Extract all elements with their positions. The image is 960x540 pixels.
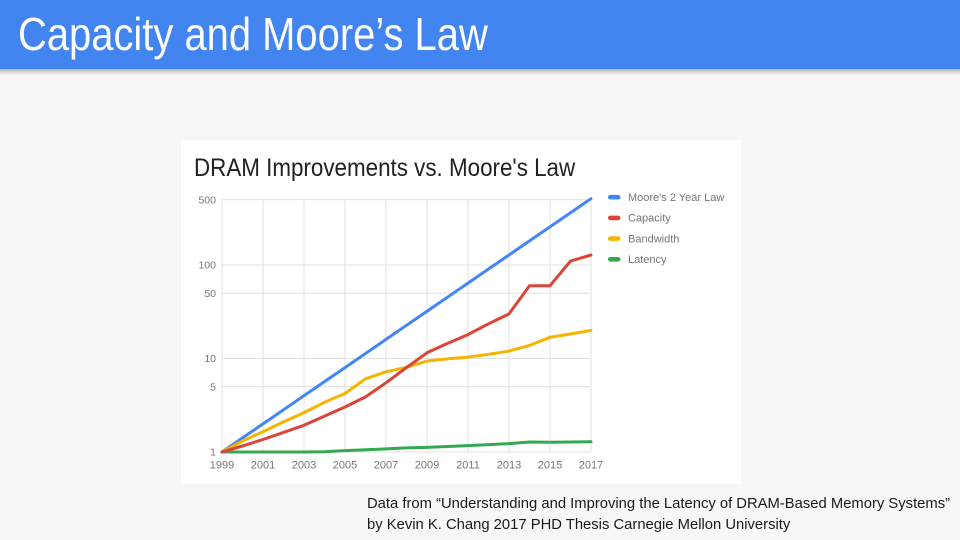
svg-text:Capacity: Capacity: [628, 213, 671, 225]
svg-text:2011: 2011: [456, 460, 480, 472]
svg-text:50: 50: [204, 288, 216, 300]
svg-text:Moore's 2 Year Law: Moore's 2 Year Law: [628, 192, 724, 204]
svg-text:Latency: Latency: [628, 254, 667, 266]
svg-text:2001: 2001: [251, 460, 275, 472]
svg-text:1999: 1999: [210, 460, 234, 472]
svg-text:2015: 2015: [538, 460, 562, 472]
svg-text:500: 500: [198, 194, 216, 206]
svg-text:DRAM Improvements vs. Moore's: DRAM Improvements vs. Moore's Law: [194, 155, 576, 182]
svg-text:2009: 2009: [415, 460, 439, 472]
svg-text:10: 10: [204, 353, 216, 365]
svg-text:Bandwidth: Bandwidth: [628, 233, 679, 245]
svg-text:2017: 2017: [579, 460, 603, 472]
svg-text:100: 100: [198, 260, 216, 272]
svg-text:2007: 2007: [374, 460, 398, 472]
svg-text:2005: 2005: [333, 460, 357, 472]
svg-text:5: 5: [210, 381, 216, 393]
svg-text:1: 1: [210, 447, 216, 459]
svg-text:2003: 2003: [292, 460, 316, 472]
svg-text:2013: 2013: [497, 460, 521, 472]
